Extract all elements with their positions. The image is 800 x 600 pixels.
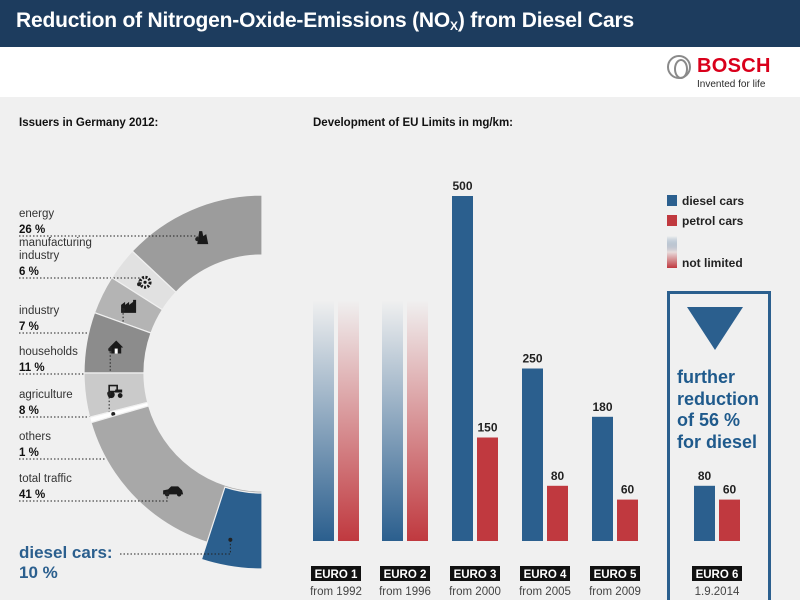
ring-label-energy: energy 26 % — [19, 208, 200, 242]
bar-group-euro-6: 80 60 EURO 6 1.9.2014 — [692, 469, 742, 598]
legend-petrol-label: petrol cars — [682, 214, 744, 228]
category-date-euro-2: from 1996 — [379, 586, 431, 598]
bar-diesel-cars-euro-4 — [522, 368, 543, 541]
bar-value-diesel-cars-euro-4: 250 — [522, 352, 542, 366]
house-icon — [109, 340, 124, 354]
legend-unlimited-swatch — [667, 236, 677, 268]
category-date-euro-5: from 2009 — [589, 586, 641, 598]
ring-label-total-traffic: total traffic 41 % — [19, 473, 170, 502]
brand-tagline: Invented for life — [697, 79, 766, 90]
bar-value-petrol-cars-euro-4: 80 — [551, 469, 565, 483]
ring-segment-diesel-cars — [200, 486, 263, 570]
ring-value-manufacturing-industry: 6 % — [19, 266, 39, 278]
svg-text:manufacturing: manufacturing — [19, 237, 92, 249]
bar-value-petrol-cars-euro-5: 60 — [621, 483, 635, 497]
bar-value-diesel-cars-euro-5: 180 — [592, 400, 612, 414]
svg-text:industry: industry — [19, 250, 60, 262]
bar-value-diesel-cars-euro-6: 80 — [698, 469, 712, 483]
category-date-euro-1: from 1992 — [310, 586, 362, 598]
category-label-euro-3: EURO 3 — [454, 569, 497, 581]
category-date-euro-3: from 2000 — [449, 586, 501, 598]
ring-value-total-traffic: 41 % — [19, 489, 45, 501]
bar-group-euro-4: 250 80 EURO 4 from 2005 — [519, 352, 571, 599]
category-label-euro-2: EURO 2 — [384, 569, 427, 581]
category-tag-euro-2 — [380, 566, 430, 581]
gear-icon — [138, 275, 152, 289]
ring-value-households: 11 % — [19, 362, 45, 374]
ring-value-energy: 26 % — [19, 224, 45, 236]
category-label-euro-4: EURO 4 — [524, 569, 567, 581]
category-tag-euro-3 — [450, 566, 500, 581]
bar-petrol-cars-euro-6 — [719, 499, 740, 541]
svg-text:households: households — [19, 346, 78, 358]
bar-value-diesel-cars-euro-3: 500 — [452, 179, 472, 193]
bar-unlimited-diesel-cars-euro-2 — [382, 300, 403, 541]
header-bar: Reduction of Nitrogen-Oxide-Emissions (N… — [0, 0, 800, 47]
category-tag-euro-1 — [311, 566, 361, 581]
brand-name: BOSCH — [697, 55, 771, 77]
bar-group-euro-5: 180 60 EURO 5 from 2009 — [589, 400, 641, 598]
bar-petrol-cars-euro-3 — [477, 437, 498, 541]
diesel-highlight-label: diesel cars:10 % — [19, 537, 233, 582]
down-arrow-icon — [687, 307, 743, 350]
svg-text:industry: industry — [19, 305, 60, 317]
legend-petrol-swatch — [667, 215, 677, 226]
category-date-euro-6: 1.9.2014 — [695, 586, 740, 598]
bar-diesel-cars-euro-6 — [694, 485, 715, 541]
logo-bar — [0, 47, 800, 97]
limits-title: Development of EU Limits in mg/km: — [313, 117, 513, 129]
ring-label-industry: industry 7 % — [19, 305, 126, 334]
bar-group-euro-2: EURO 2 from 1996 — [379, 300, 431, 598]
category-tag-euro-5 — [590, 566, 640, 581]
ring-value-industry: 7 % — [19, 321, 39, 333]
bar-diesel-cars-euro-3 — [452, 196, 473, 541]
svg-text:energy: energy — [19, 208, 54, 220]
category-label-euro-6: EURO 6 — [696, 569, 739, 581]
svg-text:others: others — [19, 431, 51, 443]
svg-text:10 %: 10 % — [19, 563, 58, 582]
category-label-euro-1: EURO 1 — [315, 569, 358, 581]
bar-unlimited-petrol-cars-euro-1 — [338, 300, 359, 541]
ring-value-others: 1 % — [19, 447, 39, 459]
bar-unlimited-diesel-cars-euro-1 — [313, 300, 334, 541]
bar-unlimited-petrol-cars-euro-2 — [407, 300, 428, 541]
legend-diesel-swatch — [667, 195, 677, 206]
legend-diesel-label: diesel cars — [682, 194, 745, 208]
page-title: Reduction of Nitrogen-Oxide-Emissions (N… — [16, 9, 634, 33]
legend-unlimited-label: not limited — [682, 256, 743, 270]
bar-value-petrol-cars-euro-3: 150 — [477, 421, 497, 435]
svg-text:diesel cars:: diesel cars: — [19, 543, 113, 562]
bar-petrol-cars-euro-5 — [617, 499, 638, 541]
category-tag-euro-6 — [692, 566, 742, 581]
power-plant-icon — [197, 231, 209, 245]
bar-diesel-cars-euro-5 — [592, 416, 613, 541]
category-tag-euro-4 — [520, 566, 570, 581]
reduction-note: further reduction of 56 % for diesel — [677, 367, 760, 452]
ring-label-agriculture: agriculture 8 % — [19, 389, 112, 418]
ring-value-agriculture: 8 % — [19, 405, 39, 417]
svg-text:total traffic: total traffic — [19, 473, 72, 485]
category-label-euro-5: EURO 5 — [594, 569, 637, 581]
bar-petrol-cars-euro-4 — [547, 485, 568, 541]
category-date-euro-4: from 2005 — [519, 586, 571, 598]
ring-label-others: others 1 % — [19, 412, 116, 460]
bosch-logo-icon — [667, 55, 691, 79]
bar-group-euro-3: 500 150 EURO 3 from 2000 — [449, 179, 501, 598]
bar-value-petrol-cars-euro-6: 60 — [723, 483, 737, 497]
svg-text:agriculture: agriculture — [19, 389, 73, 401]
bar-group-euro-1: EURO 1 from 1992 — [310, 300, 362, 598]
issuers-title: Issuers in Germany 2012: — [19, 117, 159, 129]
